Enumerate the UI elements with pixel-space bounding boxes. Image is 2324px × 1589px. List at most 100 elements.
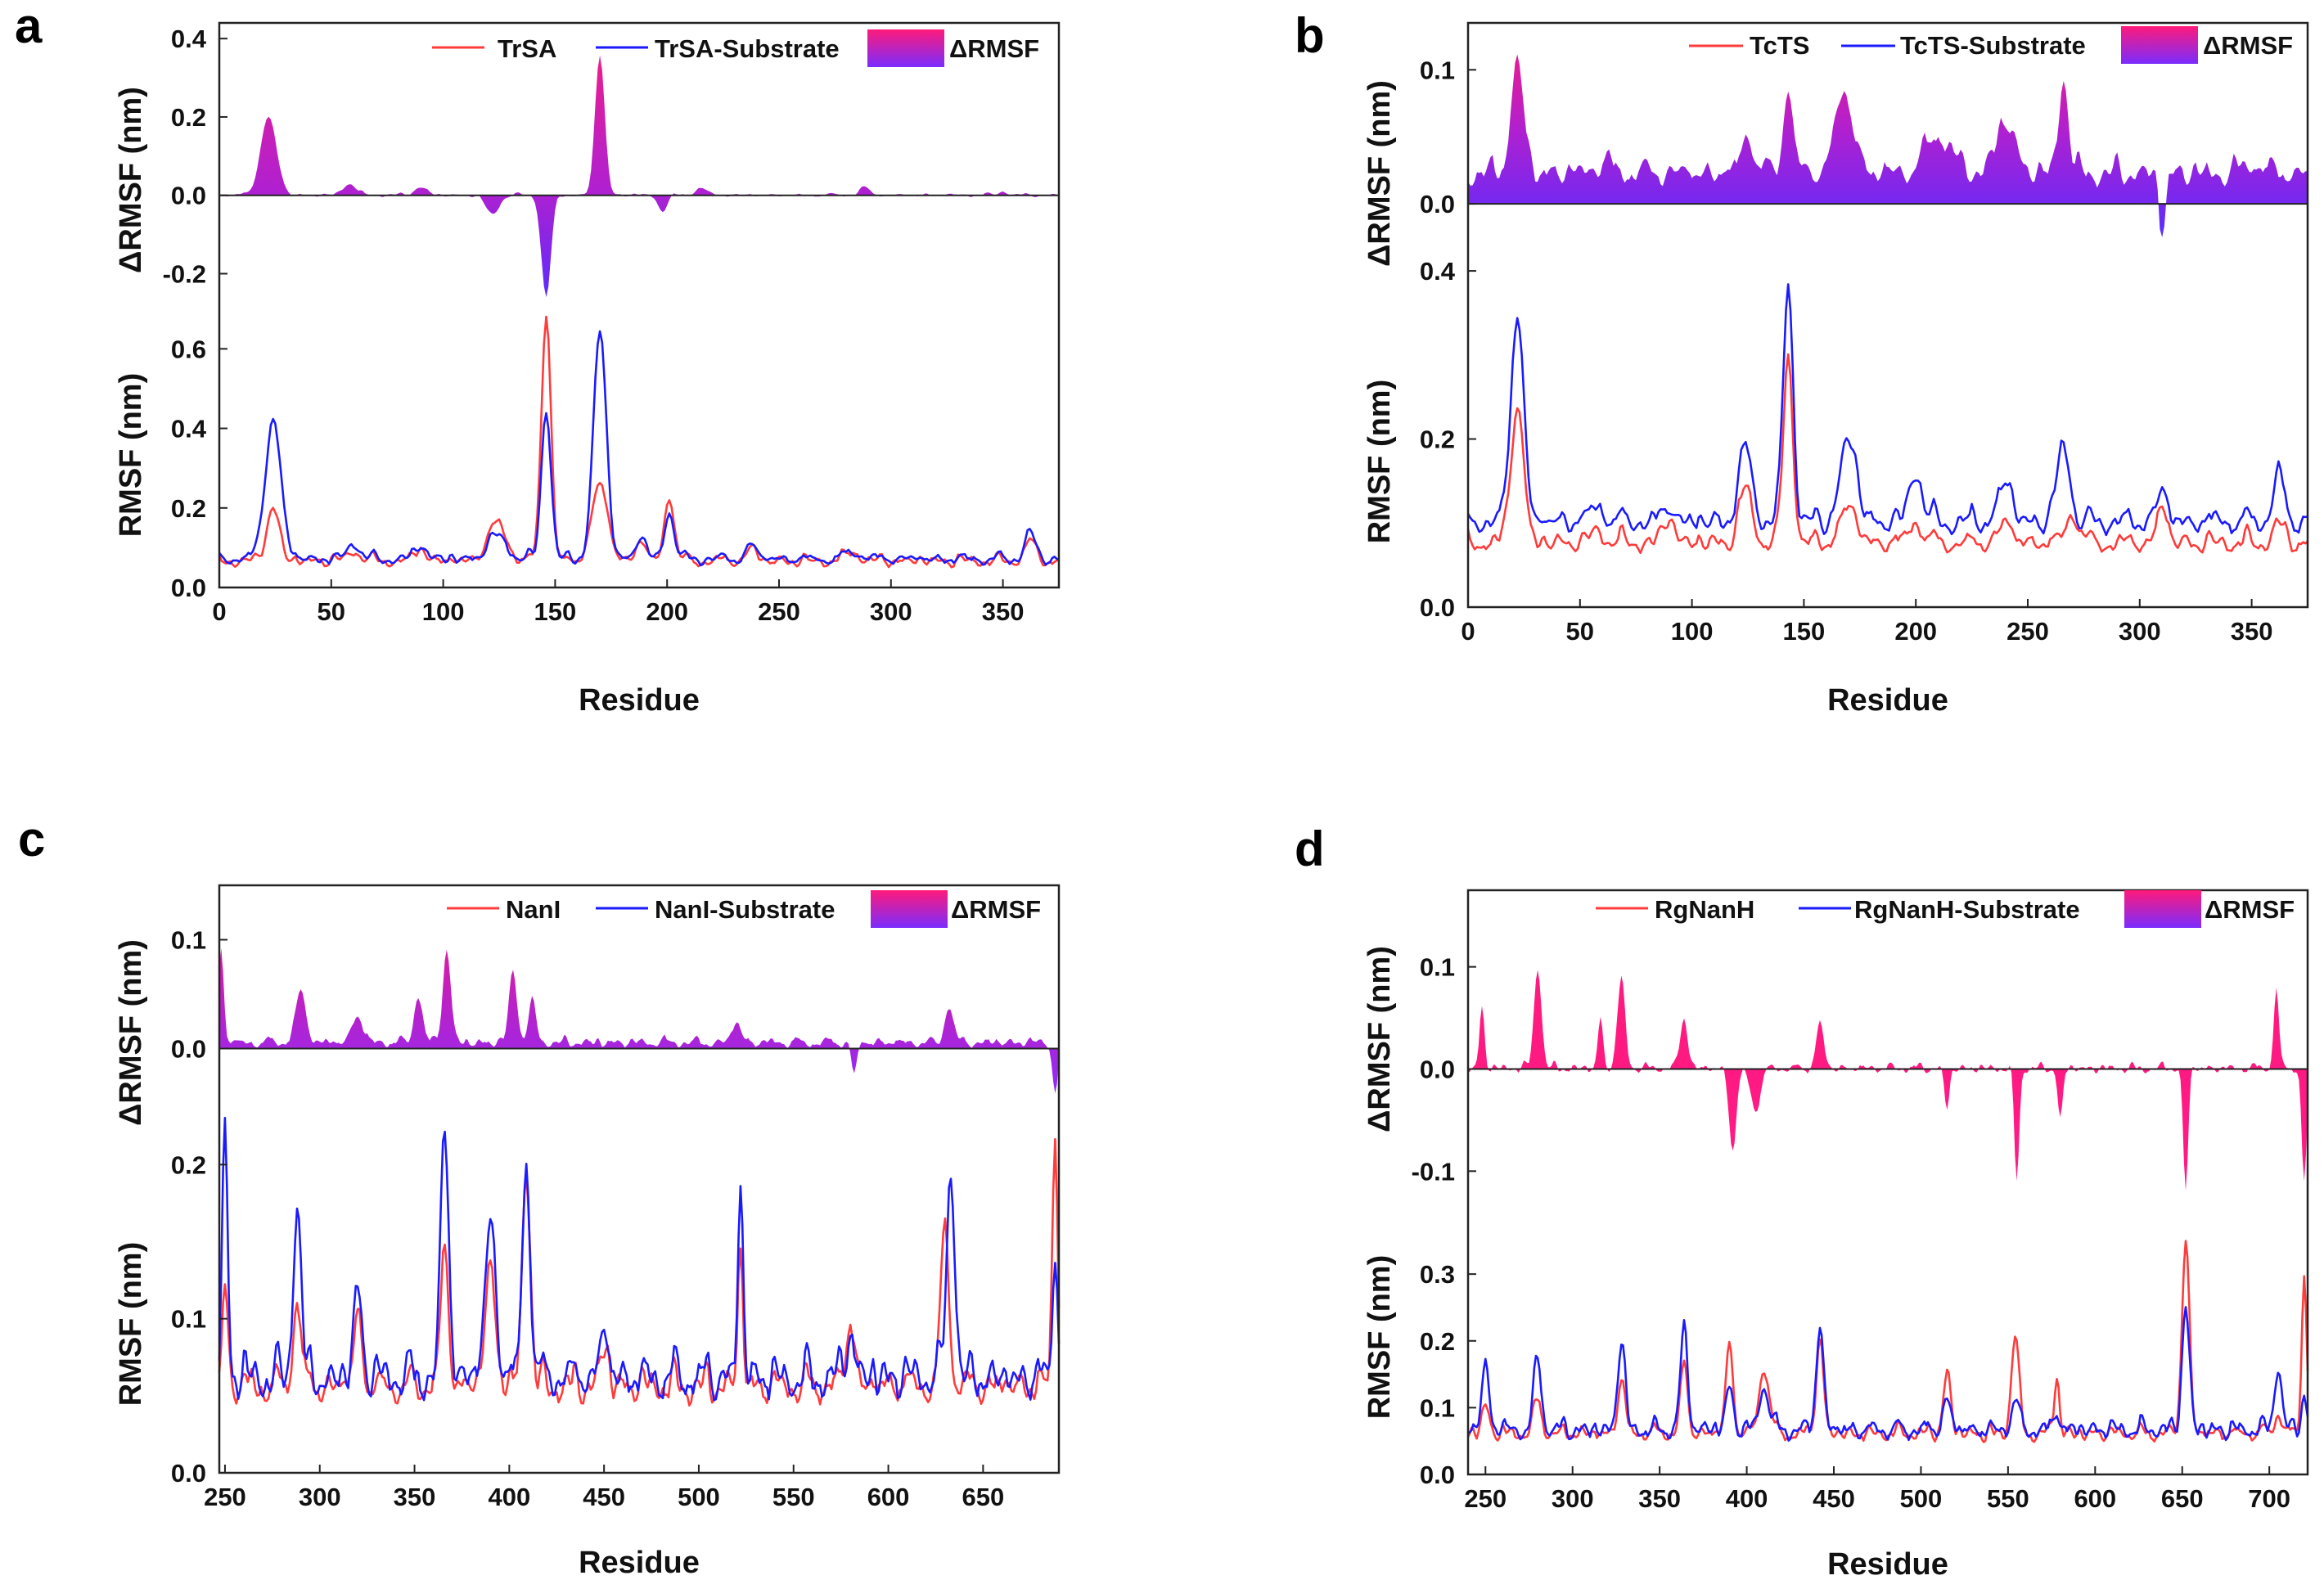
rmsf-line-apo-d xyxy=(1466,1240,2309,1443)
panel-d: d 250 300 350 400 450 500 550 600 650 700 0.0 0.1 0.… xyxy=(1295,822,2309,1582)
x-tick-label-d-1: 300 xyxy=(1552,1484,1594,1513)
legend-d: RgNanH RgNanH-Substrate ΔRMSF xyxy=(1596,890,2295,928)
panel-c: c 250 300 350 400 450 500 550 600 650 0.0 0.1 0.2 0.… xyxy=(18,812,1061,1580)
rmsf-line-apo-a xyxy=(218,315,1060,569)
x-tick-label-b-5: 250 xyxy=(2006,617,2049,646)
plot-frame-b xyxy=(1466,21,2309,609)
x-tick-label-a-6: 300 xyxy=(870,597,912,626)
y-tick-label-bottom-a-3: 0.6 xyxy=(171,335,206,363)
y-tick-label-bottom-b-2: 0.4 xyxy=(1420,257,1456,286)
x-tick-label-c-5: 500 xyxy=(678,1483,720,1511)
legend-label-delta-b: ΔRMSF xyxy=(2203,31,2293,60)
panel-letter-b: b xyxy=(1295,8,1325,63)
legend-a: TrSA TrSA-Substrate ΔRMSF xyxy=(432,29,1039,67)
legend-b: TcTS TcTS-Substrate ΔRMSF xyxy=(1689,26,2293,64)
y-tick-label-bottom-b-0: 0.0 xyxy=(1420,593,1455,622)
legend-label-complex-b: TcTS-Substrate xyxy=(1900,31,2086,60)
legend-swatch-delta-d xyxy=(2124,890,2201,928)
x-tick-label-a-3: 150 xyxy=(534,597,577,626)
rmsf-line-apo-c xyxy=(218,1137,1061,1407)
x-tick-label-a-7: 350 xyxy=(982,597,1025,626)
y-axis-title-top-a: ΔRMSF (nm) xyxy=(114,87,148,273)
x-tick-label-c-8: 650 xyxy=(962,1483,1004,1511)
y-tick-label-top-d-1: 0.0 xyxy=(1420,1055,1455,1083)
x-tick-label-a-5: 250 xyxy=(758,597,800,626)
y-axis-title-top-b: ΔRMSF (nm) xyxy=(1362,80,1397,267)
y-tick-label-top-a-3: 0.4 xyxy=(171,25,207,53)
legend-label-apo-d: RgNanH xyxy=(1655,895,1754,924)
plot-frame-d xyxy=(1466,889,2309,1476)
x-tick-label-d-6: 550 xyxy=(1987,1484,2029,1513)
delta-rmsf-area-a xyxy=(219,55,1059,298)
x-tick-label-c-7: 600 xyxy=(867,1483,910,1511)
legend-c: NanI NanI-Substrate ΔRMSF xyxy=(447,890,1041,928)
x-axis-title-c: Residue xyxy=(579,1546,700,1580)
plot-frame-c xyxy=(218,884,1061,1474)
y-tick-label-top-c-0: 0.0 xyxy=(171,1035,206,1064)
y-tick-label-top-c-1: 0.1 xyxy=(171,926,206,955)
y-axis-title-bottom-d: RMSF (nm) xyxy=(1362,1255,1397,1420)
x-tick-label-c-1: 300 xyxy=(299,1483,341,1511)
x-axis-title-d: Residue xyxy=(1827,1547,1948,1582)
x-tick-label-d-9: 700 xyxy=(2248,1484,2290,1513)
x-tick-label-b-0: 0 xyxy=(1461,617,1475,646)
legend-swatch-delta-c xyxy=(871,890,948,928)
delta-rmsf-area-b xyxy=(1468,54,2308,237)
delta-rmsf-area-d xyxy=(1468,970,2308,1191)
legend-label-complex-a: TrSA-Substrate xyxy=(655,34,840,63)
y-tick-label-top-a-2: 0.2 xyxy=(171,103,206,132)
legend-label-complex-c: NanI-Substrate xyxy=(655,895,835,924)
y-tick-label-bottom-d-0: 0.0 xyxy=(1420,1461,1455,1489)
x-tick-label-d-7: 600 xyxy=(2074,1484,2116,1513)
y-axis-title-top-c: ΔRMSF (nm) xyxy=(114,939,148,1126)
x-tick-label-b-4: 200 xyxy=(1894,617,1937,646)
panel-letter-c: c xyxy=(18,812,45,867)
x-tick-label-c-2: 350 xyxy=(394,1483,436,1511)
y-tick-label-bottom-d-2: 0.2 xyxy=(1420,1327,1455,1356)
y-tick-label-bottom-c-2: 0.2 xyxy=(171,1150,206,1179)
y-tick-label-bottom-a-1: 0.2 xyxy=(171,494,206,523)
legend-label-apo-b: TcTS xyxy=(1750,31,1810,60)
x-tick-label-c-4: 450 xyxy=(583,1483,625,1511)
legend-label-delta-d: ΔRMSF xyxy=(2205,895,2295,924)
rmsf-line-complex-c xyxy=(218,1116,1061,1402)
legend-swatch-delta-a xyxy=(867,29,944,67)
plot-area-c: 250 300 350 400 450 500 550 600 650 0.0 0.1 0.2 0.0 0… xyxy=(171,926,1061,1511)
y-axis-title-bottom-c: RMSF (nm) xyxy=(114,1242,148,1407)
y-tick-label-bottom-b-1: 0.2 xyxy=(1420,425,1455,454)
x-tick-label-d-5: 500 xyxy=(1900,1484,1943,1513)
x-tick-label-c-3: 400 xyxy=(488,1483,530,1511)
delta-rmsf-area-c xyxy=(219,948,1059,1094)
legend-label-complex-d: RgNanH-Substrate xyxy=(1854,895,2080,924)
legend-label-delta-c: ΔRMSF xyxy=(951,895,1041,924)
rmsf-line-complex-b xyxy=(1466,283,2308,537)
panel-letter-d: d xyxy=(1295,822,1325,876)
y-tick-label-top-b-0: 0.0 xyxy=(1420,190,1455,218)
y-tick-label-bottom-d-1: 0.1 xyxy=(1420,1393,1455,1422)
x-tick-label-a-4: 200 xyxy=(646,597,688,626)
plot-frame-a xyxy=(218,21,1061,589)
x-tick-label-b-3: 150 xyxy=(1783,617,1826,646)
x-axis-title-a: Residue xyxy=(579,683,700,718)
x-tick-label-d-8: 650 xyxy=(2161,1484,2204,1513)
y-tick-label-top-b-1: 0.1 xyxy=(1420,56,1455,84)
rmsf-line-apo-b xyxy=(1466,353,2308,555)
x-tick-label-a-0: 0 xyxy=(212,597,226,626)
panel-letter-a: a xyxy=(15,0,43,53)
y-tick-label-top-a-0: -0.2 xyxy=(163,259,206,288)
x-tick-label-a-2: 100 xyxy=(422,597,465,626)
legend-label-apo-a: TrSA xyxy=(498,34,556,63)
plot-area-a: 0 50 100 150 200 250 300 350 0.0 0.2 0.4 0.6 -0.2 0.0… xyxy=(163,25,1060,626)
y-axis-title-bottom-a: RMSF (nm) xyxy=(114,373,148,538)
y-tick-label-bottom-a-2: 0.4 xyxy=(171,415,207,443)
x-tick-label-c-0: 250 xyxy=(204,1483,246,1511)
x-tick-label-c-6: 550 xyxy=(772,1483,815,1511)
rmsf-line-complex-a xyxy=(218,330,1060,567)
x-tick-label-b-1: 50 xyxy=(1566,617,1594,646)
y-tick-label-bottom-c-0: 0.0 xyxy=(171,1459,206,1488)
x-tick-label-b-6: 300 xyxy=(2119,617,2161,646)
x-tick-label-b-7: 350 xyxy=(2231,617,2273,646)
panel-a: a 0 50 100 150 200 250 300 3500.00.20.40.6-0.20… xyxy=(15,0,1061,718)
x-tick-label-d-0: 250 xyxy=(1464,1484,1507,1513)
